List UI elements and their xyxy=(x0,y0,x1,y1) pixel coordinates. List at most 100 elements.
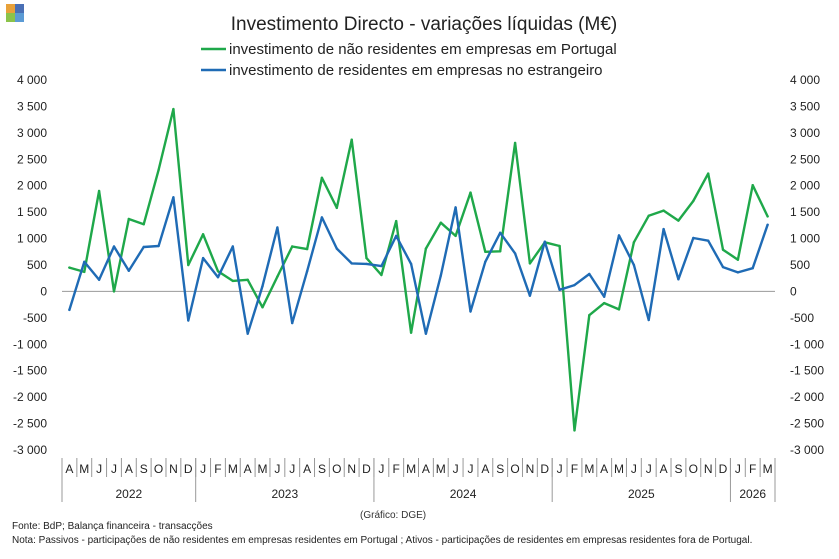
x-tick-label: J xyxy=(274,462,280,476)
y-tick-left: 3 500 xyxy=(17,99,47,113)
y-tick-left: -1 500 xyxy=(13,364,47,378)
series-1-point xyxy=(187,263,190,267)
y-tick-right: -2 500 xyxy=(790,417,824,431)
x-tick-label: J xyxy=(467,462,473,476)
x-tick-label: F xyxy=(571,462,578,476)
series-1-point xyxy=(142,223,145,226)
series-line-2 xyxy=(68,196,769,335)
x-tick-label: N xyxy=(704,462,713,476)
x-tick-label: J xyxy=(200,462,206,476)
x-tick-label: J xyxy=(453,462,459,476)
series-1-point xyxy=(632,241,636,244)
series-2-point xyxy=(112,245,116,248)
series-1-point xyxy=(157,168,160,172)
chart-credit: (Gráfico: DGE) xyxy=(360,510,427,521)
series-2-point xyxy=(528,294,532,297)
series-1-point xyxy=(513,141,517,145)
series-2-point xyxy=(395,234,398,238)
x-tick-label: D xyxy=(719,462,728,476)
x-tick-label: A xyxy=(65,462,73,476)
x-tick-label: A xyxy=(125,462,133,476)
y-tick-right: 4 000 xyxy=(790,73,820,87)
series-1-point xyxy=(231,279,234,283)
x-tick-label: M xyxy=(79,462,89,476)
series-1-point xyxy=(469,191,472,194)
series-1-point xyxy=(751,184,754,187)
y-tick-right: -2 000 xyxy=(790,390,824,404)
y-tick-right: -3 000 xyxy=(790,443,824,457)
series-1-point xyxy=(677,219,680,222)
x-tick-label: S xyxy=(318,462,326,476)
y-tick-left: 0 xyxy=(40,284,47,298)
y-tick-right: 0 xyxy=(790,284,797,298)
series-1-point xyxy=(707,172,710,175)
series-1-point xyxy=(276,275,279,278)
x-tick-label: M xyxy=(763,462,773,476)
y-tick-left: 3 000 xyxy=(17,126,47,140)
series-1-point xyxy=(692,199,695,203)
x-tick-label: F xyxy=(749,462,756,476)
series-2-point xyxy=(603,295,606,298)
x-tick-label: J xyxy=(631,462,637,476)
series-2-point xyxy=(588,272,591,276)
series-2-point xyxy=(276,226,279,229)
series-2-point xyxy=(424,332,428,335)
series-2-point xyxy=(647,318,650,322)
x-tick-label: N xyxy=(526,462,535,476)
x-tick-label: J xyxy=(289,462,295,476)
series-2-point xyxy=(83,260,86,263)
x-tick-label: A xyxy=(244,462,252,476)
x-tick-label: D xyxy=(184,462,193,476)
y-tick-left: 1 500 xyxy=(17,205,47,219)
series-1-point xyxy=(662,209,665,212)
series-2-point xyxy=(68,308,71,312)
x-tick-label: A xyxy=(303,462,311,476)
series-1-point xyxy=(528,262,532,265)
series-2-point xyxy=(365,262,368,266)
x-tick-label: M xyxy=(584,462,594,476)
y-tick-left: -2 500 xyxy=(13,417,47,431)
series-2-point xyxy=(632,263,636,267)
series-1-point xyxy=(573,429,576,432)
series-1-point xyxy=(736,258,740,261)
bdp-logo xyxy=(6,4,24,22)
logo-square-3 xyxy=(6,13,15,22)
x-tick-label: N xyxy=(347,462,356,476)
series-1-point xyxy=(454,234,457,238)
y-tick-right: 1 500 xyxy=(790,205,820,219)
series-2-point xyxy=(187,319,190,322)
series-1-point xyxy=(291,245,294,248)
series-1-point xyxy=(335,206,338,210)
x-tick-label: J xyxy=(96,462,102,476)
x-tick-label: O xyxy=(689,462,698,476)
series-1-point xyxy=(172,107,175,111)
x-tick-label: M xyxy=(228,462,238,476)
series-2-point xyxy=(617,234,621,237)
series-2-point xyxy=(380,264,383,268)
series-1-point xyxy=(216,270,220,273)
year-label-2023: 2023 xyxy=(271,487,298,501)
legend-label-2: investimento de residentes em empresas n… xyxy=(229,62,603,79)
y-tick-right: 2 000 xyxy=(790,179,820,193)
series-2-point xyxy=(454,206,457,209)
series-2-point xyxy=(677,278,680,281)
series-1-point xyxy=(439,221,442,224)
footer-note: Nota: Passivos - participações de não re… xyxy=(12,535,753,546)
series-2-point xyxy=(736,271,740,274)
x-tick-label: A xyxy=(600,462,608,476)
series-2-point xyxy=(216,276,220,279)
x-tick-label: D xyxy=(540,462,549,476)
x-tick-label: F xyxy=(393,462,400,476)
x-tick-label: M xyxy=(258,462,268,476)
y-tick-left: 2 500 xyxy=(17,152,47,166)
logo-square-1 xyxy=(6,4,15,13)
series-2-point xyxy=(751,267,754,270)
series-2-point xyxy=(707,239,710,242)
series-2-point xyxy=(261,284,264,288)
series-line-1 xyxy=(68,107,769,432)
series-1-point xyxy=(112,290,116,293)
logo-square-2 xyxy=(15,4,24,13)
series-1-point xyxy=(246,278,249,281)
chart-title: Investimento Directo - variações líquida… xyxy=(231,14,617,35)
series-1-point xyxy=(588,314,591,317)
